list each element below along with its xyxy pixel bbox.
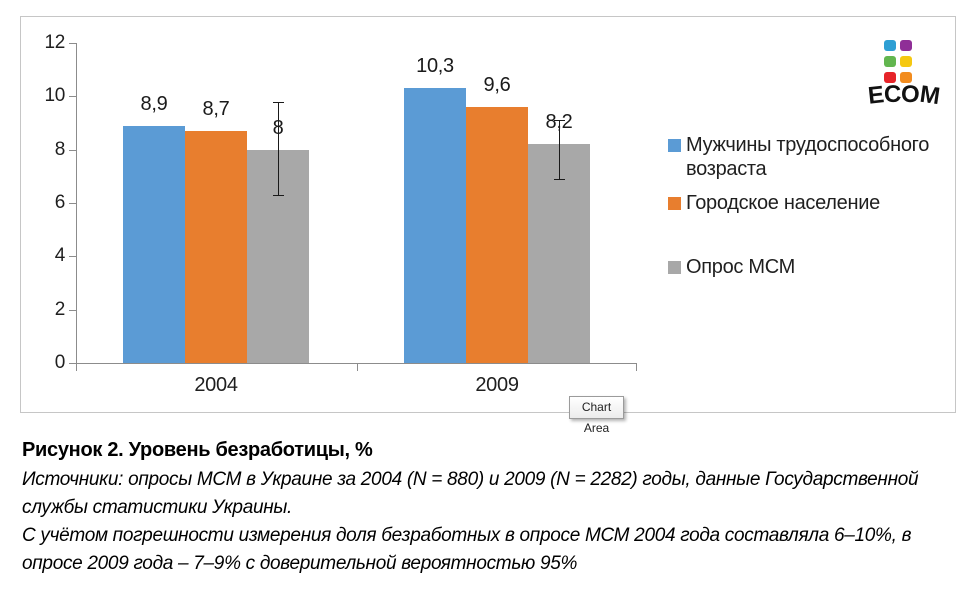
error-bar-cap-top bbox=[554, 120, 565, 121]
figure-caption-source-line-2: службы статистики Украины. bbox=[22, 497, 293, 518]
figure-caption-title: Рисунок 2. Уровень безработицы, % bbox=[22, 439, 373, 461]
figure-caption-source-line-1: Источники: опросы МСМ в Украине за 2004 … bbox=[22, 469, 919, 490]
data-label-series1-2004: 8,9 bbox=[140, 93, 168, 115]
error-bar-cap-bottom bbox=[273, 195, 284, 196]
x-axis-category-label: 2009 bbox=[475, 374, 519, 396]
bar-series2-2009[interactable] bbox=[466, 107, 528, 363]
error-bar-line bbox=[278, 102, 279, 195]
data-label-series2-2009: 9,6 bbox=[483, 74, 511, 96]
x-axis-tick bbox=[76, 363, 77, 371]
y-axis-tick bbox=[69, 363, 76, 364]
chart-area[interactable]: 0 2 4 6 8 10 12 2004 2009 8,9 10,3 8,7 9,6 8 8,2 Мужчи… bbox=[20, 16, 956, 413]
logo-square-2 bbox=[900, 40, 912, 51]
chart-area-tooltip: Chart Area bbox=[569, 396, 624, 435]
data-label-series3-2004: 8 bbox=[272, 117, 284, 139]
legend-label-3: Опрос МСМ bbox=[686, 256, 796, 278]
y-axis-label: 10 bbox=[44, 85, 65, 106]
x-axis-category-label: 2004 bbox=[194, 374, 238, 396]
bar-series1-2009[interactable] bbox=[404, 88, 466, 363]
logo-square-6 bbox=[900, 72, 912, 83]
legend-marker-1 bbox=[668, 139, 681, 152]
error-bar-cap-top bbox=[273, 102, 284, 103]
bar-series3-2009[interactable] bbox=[528, 144, 590, 363]
legend-marker-3 bbox=[668, 261, 681, 274]
y-axis-tick bbox=[69, 203, 76, 204]
logo-wordmark: ECOM bbox=[866, 80, 942, 111]
error-bar-cap-bottom bbox=[554, 179, 565, 180]
y-axis-label: 4 bbox=[54, 245, 66, 266]
bar-series1-2004[interactable] bbox=[123, 126, 185, 363]
figure-caption-note-line-2: опросе 2009 года – 7–9% с доверительной … bbox=[22, 553, 578, 574]
y-axis-tick bbox=[69, 96, 76, 97]
legend-label-1: Мужчины трудоспособного возраста bbox=[686, 134, 930, 180]
logo-square-4 bbox=[900, 56, 912, 67]
legend-label-2: Городское население bbox=[686, 192, 880, 214]
logo-square-1 bbox=[884, 40, 896, 51]
x-axis-line bbox=[76, 363, 637, 364]
figure-caption-note-line-1: С учётом погрешности измерения доля безр… bbox=[22, 525, 912, 546]
y-axis-label: 2 bbox=[54, 299, 66, 320]
logo-square-5 bbox=[884, 72, 896, 83]
x-axis-tick bbox=[636, 363, 637, 371]
logo-square-3 bbox=[884, 56, 896, 67]
y-axis-tick bbox=[69, 150, 76, 151]
y-axis-label: 6 bbox=[54, 192, 66, 213]
data-label-series1-2009: 10,3 bbox=[416, 55, 454, 77]
legend-marker-2 bbox=[668, 197, 681, 210]
data-label-series2-2004: 8,7 bbox=[202, 98, 230, 120]
y-axis-label: 0 bbox=[54, 352, 66, 373]
data-label-series3-2009: 8,2 bbox=[545, 111, 573, 133]
x-axis-tick bbox=[357, 363, 358, 371]
bar-series2-2004[interactable] bbox=[185, 131, 247, 363]
error-bar-line bbox=[559, 120, 560, 179]
y-axis-label: 12 bbox=[44, 32, 65, 53]
y-axis-tick bbox=[69, 43, 76, 44]
y-axis-label: 8 bbox=[54, 139, 66, 160]
y-axis-tick bbox=[69, 310, 76, 311]
y-axis-line bbox=[76, 43, 77, 363]
y-axis-tick bbox=[69, 256, 76, 257]
